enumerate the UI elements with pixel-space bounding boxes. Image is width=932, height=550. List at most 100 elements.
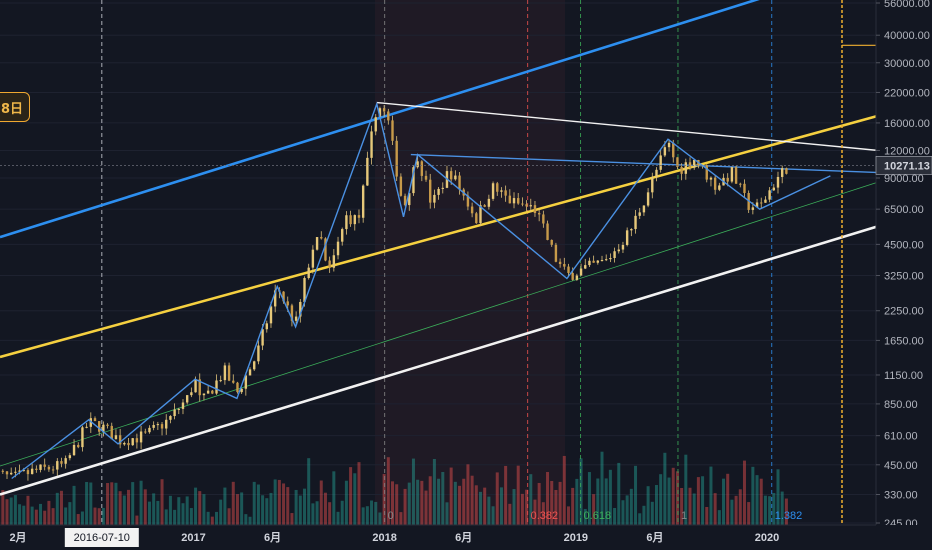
candle-body (190, 392, 193, 396)
candle-body (269, 306, 273, 324)
interval-badge[interactable]: 8日 (0, 92, 30, 122)
volume-bar (441, 471, 445, 525)
candle-body (600, 259, 604, 261)
volume-bar (420, 480, 424, 525)
volume-bar (516, 465, 520, 525)
volume-bar (688, 487, 692, 525)
candle-body (579, 268, 583, 276)
candle-body (286, 301, 289, 306)
candle-body (458, 175, 461, 190)
candle-body (18, 470, 21, 472)
volume-bar (160, 479, 164, 525)
candle-body (684, 162, 688, 174)
candle-body (185, 395, 189, 403)
volume-bar (680, 487, 684, 525)
volume-bar (554, 489, 558, 525)
volume-bar (277, 479, 281, 525)
candle-body (160, 424, 164, 429)
candle-body (646, 192, 650, 206)
volume-bar (562, 455, 566, 525)
candle-body (194, 379, 197, 393)
volume-bar (621, 500, 625, 525)
candle-body (449, 171, 453, 180)
candle-body (131, 438, 134, 446)
volume-bar (629, 488, 633, 525)
volume-bar (177, 497, 181, 525)
candle-body (43, 464, 46, 467)
price-tick-label: 16000.00 (884, 118, 930, 130)
candle-body (785, 168, 788, 174)
volume-bar (256, 484, 260, 525)
candle-body (361, 185, 365, 218)
volume-bar (634, 465, 638, 525)
volume-bar (370, 500, 374, 525)
candle-body (148, 427, 151, 433)
candle-body (382, 108, 386, 112)
volume-bar (290, 513, 294, 525)
volume-bar (734, 495, 738, 525)
time-axis[interactable]: 2月2016-07-1020176月20186月20196月20202021-0… (0, 524, 932, 550)
volume-bar (755, 475, 759, 525)
volume-bar (504, 465, 508, 525)
candle-body (475, 213, 478, 224)
volume-bar (185, 496, 189, 525)
candle-body (93, 418, 97, 422)
volume-bar (483, 487, 487, 525)
volume-bar (462, 478, 466, 525)
volume-bar (282, 483, 286, 525)
volume-bar (131, 482, 135, 525)
volume-bar (617, 462, 621, 525)
candle-body (755, 202, 759, 208)
volume-bar (671, 467, 675, 525)
candle-body (206, 390, 210, 394)
candle-body (663, 147, 667, 156)
volume-bar (93, 507, 97, 525)
volume-bar (391, 481, 394, 525)
price-axis[interactable]: 56000.00 40000.00 30000.00 22000.00 16000.00… (875, 0, 932, 550)
volume-bar (717, 510, 721, 525)
candle-body (764, 199, 767, 203)
price-tick-label: 450.00 (884, 460, 918, 472)
candle-body (22, 470, 25, 472)
fib-label: 1.382 (775, 510, 803, 522)
candle-body (546, 223, 549, 240)
candle-body (253, 361, 256, 370)
volume-bar (122, 495, 126, 525)
volume-bar (537, 482, 541, 525)
candle-body (77, 444, 80, 448)
fib-label: 1 (681, 510, 687, 522)
candle-body (244, 375, 248, 389)
candle-body (776, 176, 780, 188)
volume-bar (248, 516, 252, 525)
candle-body (152, 424, 155, 428)
candle-body (533, 205, 537, 214)
candle-body (399, 176, 403, 196)
candle-body (592, 260, 595, 263)
candle-body (487, 198, 491, 207)
candle-body (110, 425, 113, 440)
zigzag-polyline (11, 101, 831, 480)
volume-bar (210, 516, 214, 525)
price-tick-label: 30000.00 (884, 58, 930, 70)
vertical-markers (101, 0, 773, 525)
candle-body (211, 390, 214, 394)
candle-body (30, 468, 34, 475)
volume-bar (709, 466, 713, 525)
candle-body (181, 402, 185, 409)
candle-body (558, 261, 562, 264)
candle-body (659, 155, 662, 170)
price-tick-label: 22000.00 (884, 87, 930, 99)
volume-bar (596, 478, 600, 525)
candle-body (391, 120, 394, 141)
time-tick-label: 2018 (372, 532, 396, 544)
volume-bar (307, 458, 311, 525)
volume-bar (315, 501, 319, 525)
candle-body (630, 229, 633, 231)
candle-body (198, 379, 201, 396)
trendline-green-thin (0, 182, 877, 467)
price-tick-label: 6500.00 (884, 204, 924, 216)
candle-body (89, 418, 93, 427)
volume-bar (742, 460, 746, 525)
volume-bar (684, 454, 688, 525)
